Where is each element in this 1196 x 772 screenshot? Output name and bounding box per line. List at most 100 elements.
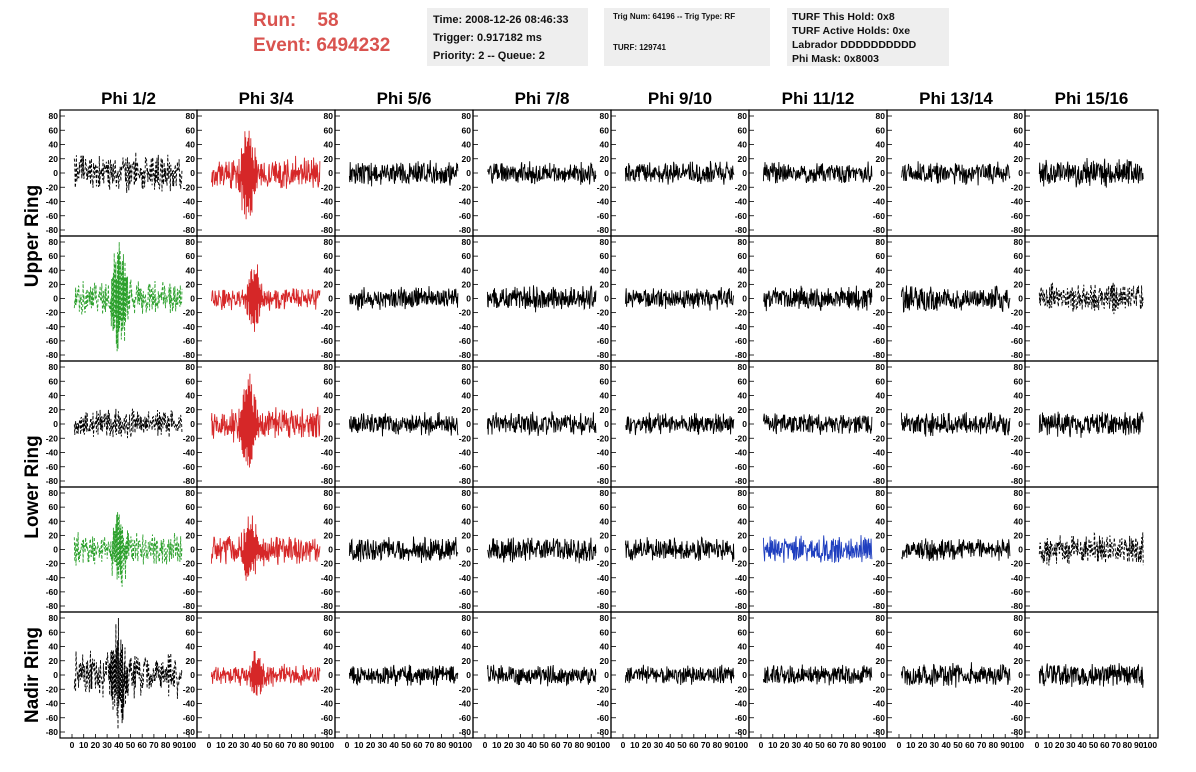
- y-tick-label: 80: [324, 362, 334, 372]
- y-tick-label: 60: [600, 251, 610, 261]
- x-tick-label: 50: [539, 740, 549, 750]
- y-tick-label: -40: [735, 573, 748, 583]
- y-tick-label: -80: [735, 476, 748, 486]
- y-tick-label: -40: [597, 197, 610, 207]
- y-tick-label: 40: [49, 516, 59, 526]
- y-tick-label: 80: [49, 613, 59, 623]
- waveform-trace: [486, 411, 597, 437]
- y-tick-label: -40: [735, 699, 748, 709]
- x-tick-label: 100: [1143, 740, 1157, 750]
- x-tick-label: 40: [1077, 740, 1087, 750]
- waveform-trace: [348, 536, 459, 564]
- y-tick-label: 80: [600, 237, 610, 247]
- y-tick-label: -20: [735, 433, 748, 443]
- y-tick-label: -60: [46, 587, 59, 597]
- y-tick-label: 60: [738, 376, 748, 386]
- y-tick-label: 0: [466, 419, 471, 429]
- y-tick-label: -20: [735, 684, 748, 694]
- y-tick-label: -80: [873, 350, 886, 360]
- y-tick-label: 80: [600, 362, 610, 372]
- x-tick-label: 70: [563, 740, 573, 750]
- y-tick-label: 80: [186, 362, 196, 372]
- y-tick-label: 80: [186, 488, 196, 498]
- y-tick-label: -80: [735, 225, 748, 235]
- y-tick-label: 60: [324, 251, 334, 261]
- y-tick-label: -60: [1011, 713, 1024, 723]
- waveform-trace: [349, 286, 459, 311]
- x-tick-label: 70: [1111, 740, 1121, 750]
- y-tick-label: 80: [49, 237, 59, 247]
- x-tick-label: 70: [701, 740, 711, 750]
- y-tick-label: 20: [600, 405, 610, 415]
- x-tick-label: 10: [79, 740, 89, 750]
- y-tick-label: 20: [1014, 279, 1024, 289]
- x-tick-label: 90: [173, 740, 183, 750]
- y-tick-label: 0: [53, 419, 58, 429]
- y-tick-label: 0: [53, 294, 58, 304]
- y-tick-label: 40: [1014, 642, 1024, 652]
- y-tick-label: -20: [1011, 182, 1024, 192]
- x-tick-label: 10: [216, 740, 226, 750]
- waveform-trace: [210, 130, 321, 220]
- x-tick-label: 0: [345, 740, 350, 750]
- waveform-trace: [900, 161, 1011, 186]
- y-tick-label: -40: [46, 448, 59, 458]
- y-tick-label: -20: [321, 559, 334, 569]
- y-tick-label: -20: [183, 308, 196, 318]
- y-tick-label: -40: [1011, 699, 1024, 709]
- y-tick-label: -60: [597, 462, 610, 472]
- y-tick-label: 80: [462, 362, 472, 372]
- y-tick-label: 60: [49, 627, 59, 637]
- y-tick-label: 60: [462, 251, 472, 261]
- x-tick-label: 80: [1123, 740, 1133, 750]
- x-tick-label: 40: [665, 740, 675, 750]
- x-tick-label: 90: [586, 740, 596, 750]
- y-tick-label: 60: [1014, 125, 1024, 135]
- y-tick-label: 20: [462, 656, 472, 666]
- y-tick-label: -40: [597, 448, 610, 458]
- y-tick-label: 40: [738, 265, 748, 275]
- y-tick-label: 20: [600, 530, 610, 540]
- y-tick-label: 20: [49, 279, 59, 289]
- y-tick-label: -40: [1011, 448, 1024, 458]
- y-tick-label: -20: [183, 559, 196, 569]
- x-tick-label: 60: [551, 740, 561, 750]
- waveform-trace: [348, 664, 459, 687]
- y-tick-label: 20: [876, 656, 886, 666]
- y-tick-label: 20: [462, 154, 472, 164]
- y-tick-label: 40: [876, 265, 886, 275]
- x-tick-label: 60: [689, 740, 699, 750]
- y-tick-label: -80: [597, 350, 610, 360]
- y-tick-label: -40: [873, 197, 886, 207]
- y-tick-label: 60: [462, 627, 472, 637]
- waveform-trace: [624, 160, 735, 185]
- y-tick-label: 0: [604, 168, 609, 178]
- y-tick-label: 80: [324, 237, 334, 247]
- y-tick-label: -80: [1011, 225, 1024, 235]
- y-tick-label: -80: [1011, 601, 1024, 611]
- y-tick-label: 40: [49, 391, 59, 401]
- y-tick-label: 40: [1014, 391, 1024, 401]
- y-tick-label: 40: [738, 516, 748, 526]
- x-tick-label: 0: [1035, 740, 1040, 750]
- y-tick-label: 0: [328, 294, 333, 304]
- phi-mask-text: Phi Mask: 0x8003: [792, 53, 879, 65]
- y-tick-label: -40: [597, 573, 610, 583]
- y-tick-label: -80: [459, 727, 472, 737]
- ring-label: Upper Ring: [22, 185, 43, 287]
- x-tick-label: 20: [91, 740, 101, 750]
- waveform-trace: [73, 511, 183, 587]
- y-tick-label: -20: [873, 308, 886, 318]
- event-label: Event:: [253, 35, 312, 56]
- y-tick-label: -60: [183, 462, 196, 472]
- waveform-trace: [762, 161, 873, 184]
- y-tick-label: -80: [873, 476, 886, 486]
- y-tick-label: 0: [1018, 545, 1023, 555]
- y-tick-label: -60: [597, 713, 610, 723]
- y-tick-label: -60: [459, 713, 472, 723]
- x-tick-label: 50: [126, 740, 136, 750]
- y-tick-label: 80: [324, 613, 334, 623]
- y-tick-label: 0: [328, 168, 333, 178]
- y-tick-label: -80: [321, 350, 334, 360]
